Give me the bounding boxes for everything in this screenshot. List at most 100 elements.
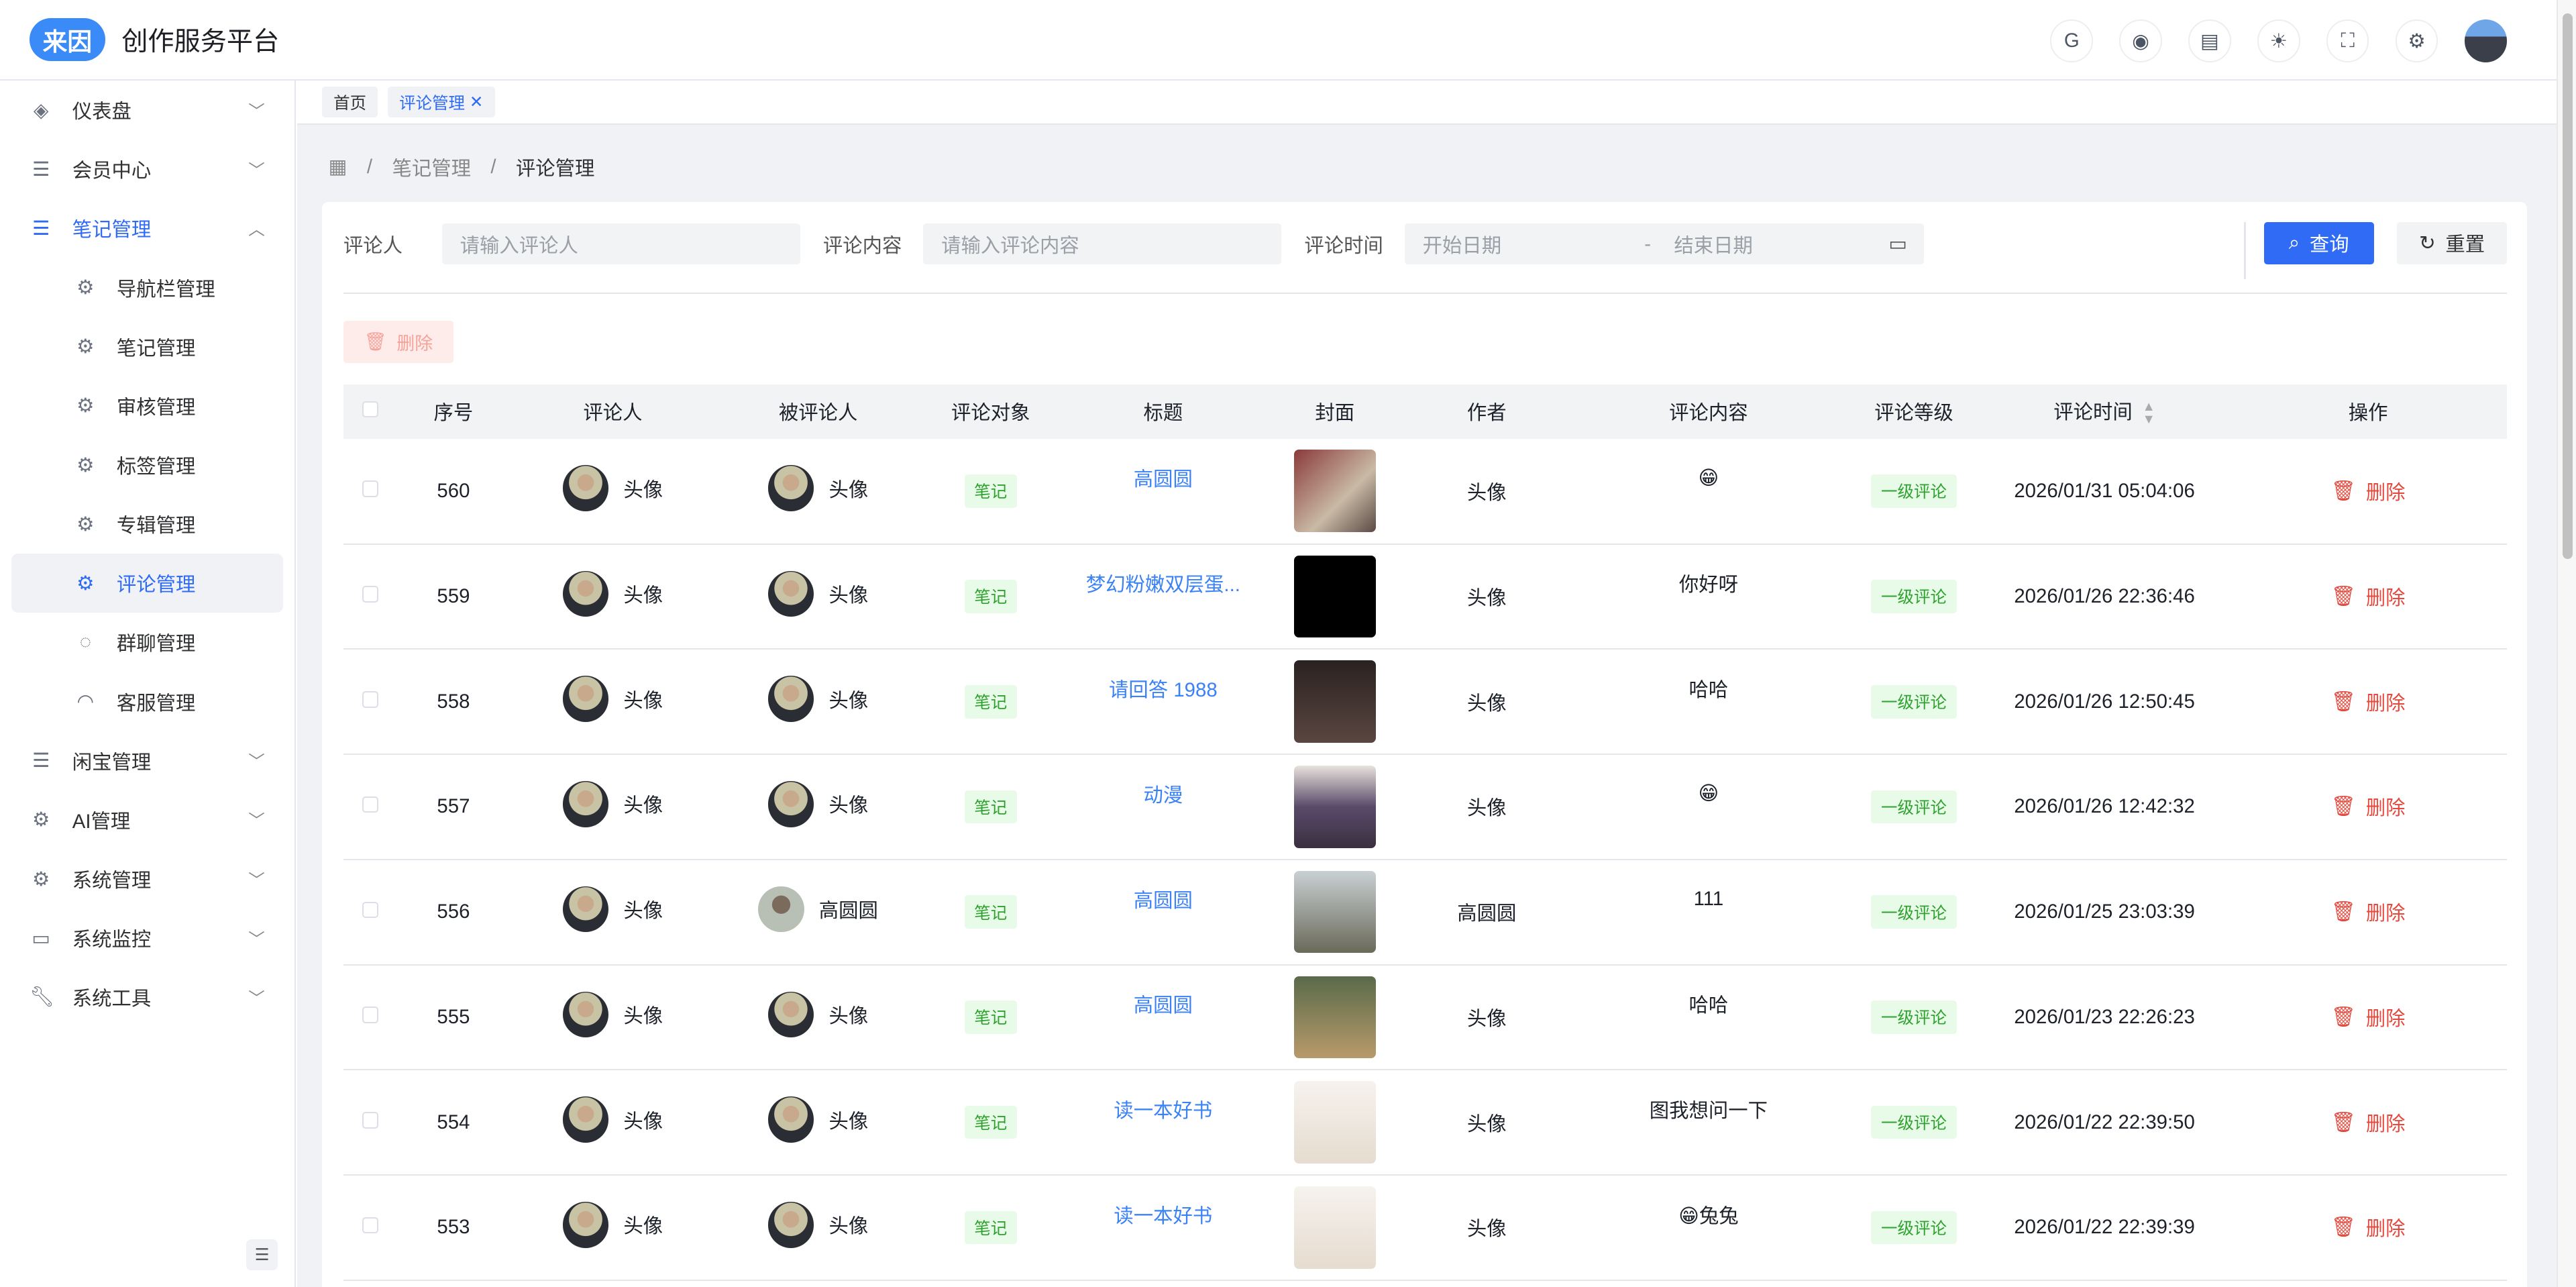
sidebar-item[interactable]: ▭ 系统监控 ﹀	[0, 909, 294, 968]
sidebar-subitem[interactable]: ◌ 群聊管理	[0, 613, 294, 672]
tab-home[interactable]: 首页	[322, 86, 378, 118]
target-user-name: 头像	[828, 1110, 869, 1133]
content-card: 评论人 请输入评论人 评论内容 请输入评论内容 评论时间 开始日期 - 结束日期…	[322, 202, 2527, 1287]
page-scrollbar[interactable]	[2556, 0, 2576, 1287]
date-range-picker[interactable]: 开始日期 - 结束日期 ▭	[1404, 223, 1924, 265]
headset-icon: ◠	[76, 690, 95, 713]
comment-time: 2026/01/31 05:04:06	[1979, 438, 2230, 545]
sidebar-subitem[interactable]: ⚙ 评论管理	[11, 554, 283, 613]
delete-label: 删除	[2365, 1113, 2406, 1135]
sidebar-item-label: 专辑管理	[116, 515, 196, 537]
breadcrumb-current: 评论管理	[515, 157, 595, 180]
tab-comment-management[interactable]: 评论管理 ✕	[387, 86, 495, 118]
logo[interactable]: 来因	[30, 18, 105, 61]
row-checkbox[interactable]	[343, 1174, 398, 1281]
breadcrumb-item[interactable]: 笔记管理	[392, 157, 471, 180]
table-row: 554 头像 头像 笔记 读一本好书 头像 图我想问一下 一级评论 2026/0…	[343, 1070, 2508, 1176]
document-icon[interactable]: ▤	[2188, 19, 2231, 63]
row-checkbox[interactable]	[343, 754, 398, 860]
reset-button[interactable]: ↻ 重置	[2397, 221, 2508, 265]
row-checkbox[interactable]	[343, 544, 398, 650]
collapse-sidebar-icon[interactable]: ☰	[246, 1239, 278, 1271]
settings-icon[interactable]: ⚙	[2395, 19, 2438, 63]
commenter-name: 头像	[623, 900, 663, 923]
type-tag: 笔记	[964, 1105, 1017, 1139]
batch-delete-button[interactable]: 🗑︎ 删除	[343, 320, 453, 364]
avatar	[562, 676, 609, 722]
delete-button[interactable]: 🗑︎ 删除	[2331, 1003, 2406, 1031]
gitee-icon[interactable]: G	[2050, 19, 2094, 63]
theme-sun-icon[interactable]: ☀	[2257, 19, 2300, 63]
comment-content: 哈哈	[1688, 679, 1729, 702]
sidebar-item[interactable]: ☰ 闲宝管理 ﹀	[0, 731, 294, 790]
github-icon[interactable]: ◉	[2119, 19, 2162, 63]
avatar	[767, 676, 814, 722]
gear-icon: ⚙	[76, 336, 95, 358]
note-title-link[interactable]: 读一本好书	[1114, 1100, 1213, 1123]
sidebar-subitem[interactable]: ⚙ 专辑管理	[0, 495, 294, 554]
row-checkbox[interactable]	[343, 649, 398, 756]
cover-image[interactable]	[1293, 870, 1376, 954]
content-input[interactable]: 请输入评论内容	[923, 223, 1282, 265]
note-title-link[interactable]: 读一本好书	[1114, 1204, 1213, 1227]
delete-button[interactable]: 🗑︎ 删除	[2331, 582, 2406, 611]
select-all-checkbox[interactable]	[343, 384, 398, 439]
note-title-link[interactable]: 高圆圆	[1133, 889, 1193, 912]
fullscreen-icon[interactable]: ⛶	[2326, 19, 2369, 63]
scrollbar-thumb[interactable]	[2562, 13, 2573, 559]
note-title-link[interactable]: 请回答 1988	[1109, 679, 1218, 702]
comment-content: 你好呀	[1678, 574, 1738, 597]
sidebar-item[interactable]: ⚙ AI管理 ﹀	[0, 790, 294, 850]
commenter-label: 评论人	[343, 234, 402, 257]
sort-icon[interactable]: ▲ ▼	[2142, 399, 2155, 427]
note-title-link[interactable]: 动漫	[1143, 784, 1183, 807]
sidebar-item[interactable]: ◈ 仪表盘 ﹀	[0, 81, 294, 140]
sidebar-subitem[interactable]: ⚙ 标签管理	[0, 435, 294, 495]
end-date-input[interactable]: 结束日期	[1674, 234, 1753, 257]
avatar	[767, 781, 814, 827]
close-icon[interactable]: ✕	[469, 93, 484, 112]
sidebar-item[interactable]: ⚙ 系统管理 ﹀	[0, 850, 294, 909]
note-title-link[interactable]: 高圆圆	[1133, 994, 1193, 1017]
range-separator: -	[1644, 232, 1652, 255]
row-checkbox[interactable]	[343, 1070, 398, 1176]
cover-image[interactable]	[1293, 660, 1376, 743]
sidebar-subitem[interactable]: ⚙ 审核管理	[0, 376, 294, 435]
delete-button[interactable]: 🗑︎ 删除	[2331, 898, 2406, 926]
sidebar-item[interactable]: ☰ 会员中心 ﹀	[0, 140, 294, 199]
cover-image[interactable]	[1293, 976, 1376, 1059]
row-checkbox[interactable]	[343, 859, 398, 966]
delete-button[interactable]: 🗑︎ 删除	[2331, 477, 2406, 505]
grid-icon[interactable]: ▦	[328, 156, 347, 178]
row-checkbox[interactable]	[343, 964, 398, 1071]
note-title-link[interactable]: 高圆圆	[1133, 468, 1193, 491]
delete-button[interactable]: 🗑︎ 删除	[2331, 688, 2406, 716]
user-avatar[interactable]	[2464, 19, 2508, 63]
sidebar-subitem[interactable]: ⚙ 导航栏管理	[0, 258, 294, 317]
sidebar-subitem[interactable]: ⚙ 笔记管理	[0, 317, 294, 376]
delete-button[interactable]: 🗑︎ 删除	[2331, 1213, 2406, 1241]
avatar	[562, 1202, 609, 1248]
delete-button[interactable]: 🗑︎ 删除	[2331, 792, 2406, 821]
column-header[interactable]: 评论时间 ▲ ▼	[1979, 384, 2230, 439]
note-title-link[interactable]: 梦幻粉嫩双层蛋...	[1085, 574, 1240, 597]
commenter-input[interactable]: 请输入评论人	[441, 223, 800, 265]
start-date-input[interactable]: 开始日期	[1422, 234, 1502, 257]
row-checkbox[interactable]	[343, 438, 398, 545]
query-button[interactable]: ⌕ 查询	[2263, 221, 2374, 265]
sidebar-subitem[interactable]: ◠ 客服管理	[0, 672, 294, 731]
cover-image[interactable]	[1293, 766, 1376, 848]
sidebar-item[interactable]: 🔧︎ 系统工具 ﹀	[0, 968, 294, 1027]
sidebar-item[interactable]: ☰ 笔记管理 ︿	[0, 199, 294, 258]
cover-image[interactable]	[1293, 555, 1376, 638]
author: 头像	[1404, 649, 1569, 756]
sidebar-item-label: 评论管理	[116, 574, 196, 597]
tab-bar: 首页 评论管理 ✕	[297, 81, 2557, 125]
cover-image[interactable]	[1293, 1081, 1376, 1164]
cover-image[interactable]	[1293, 450, 1376, 532]
type-tag: 笔记	[964, 684, 1017, 719]
type-tag: 笔记	[964, 1000, 1017, 1034]
comment-time: 2026/01/25 23:03:39	[1979, 859, 2230, 966]
cover-image[interactable]	[1293, 1186, 1376, 1269]
delete-button[interactable]: 🗑︎ 删除	[2331, 1109, 2406, 1137]
